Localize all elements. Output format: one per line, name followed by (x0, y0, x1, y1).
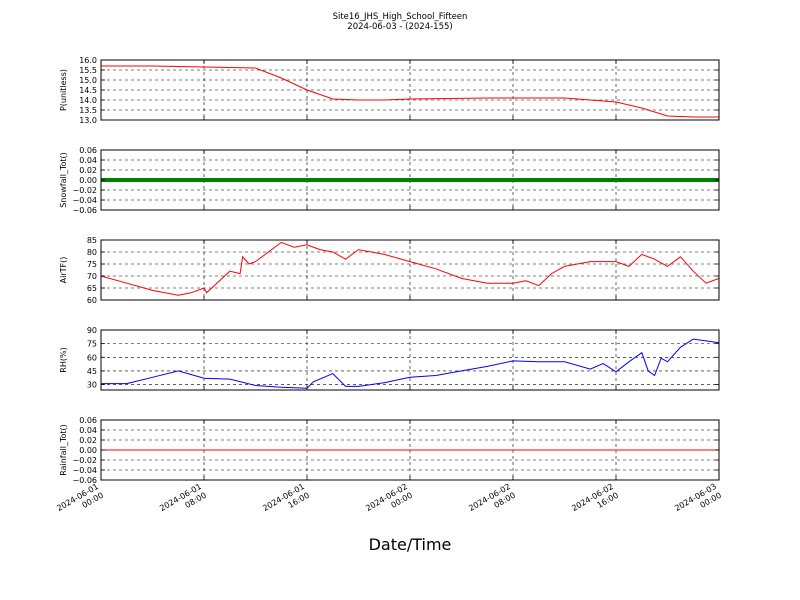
y-tick-label: 70 (87, 272, 97, 281)
y-axis-label: Rainfall_Tot() (59, 424, 68, 476)
y-tick-label: 16.0 (79, 56, 97, 65)
x-tick-label: 2024-06-0108:00 (158, 482, 208, 522)
y-tick-label: 75 (87, 340, 97, 349)
y-tick-label: 75 (87, 260, 97, 269)
x-tick-label: 2024-06-0200:00 (364, 482, 414, 522)
y-tick-label: 15.5 (79, 66, 97, 75)
y-tick-label: 0.04 (79, 426, 97, 435)
series-line (101, 65, 719, 118)
y-axis-label: AirTF() (59, 257, 68, 284)
panels: 13.013.514.014.515.015.516.0 P(unitless) −… (59, 56, 720, 485)
panel-2: −0.06−0.04−0.020.000.020.040.06 Snowfall_… (59, 146, 720, 215)
y-tick-label: 85 (87, 236, 97, 245)
y-tick-label: −0.02 (72, 186, 97, 195)
y-axis-label: Snowfall_Tot() (59, 152, 68, 208)
x-tick-label: 2024-06-0216:00 (570, 482, 620, 522)
series-line (101, 338, 720, 389)
panel-3: 60 65 70 75 80 85 AirTF() (59, 236, 720, 305)
y-tick-label: 0.02 (79, 436, 97, 445)
y-axis-label: P(unitless) (59, 69, 68, 111)
y-tick-label: 90 (87, 326, 97, 335)
figure-subtitle: 2024-06-03 - (2024-155) (347, 22, 452, 32)
y-tick-label: 13.0 (79, 116, 97, 125)
panel-5: −0.06−0.04−0.020.000.020.040.06 Rainfall_… (59, 416, 720, 485)
y-tick-label: 60 (87, 353, 97, 362)
y-axis-label: RH(%) (59, 347, 68, 372)
figure-title: Site16_JHS_High_School_Fifteen (333, 12, 468, 22)
y-tick-label: −0.02 (72, 456, 97, 465)
x-tick-labels: 2024-06-0100:00 2024-06-0108:00 2024-06-01… (55, 482, 723, 522)
y-tick-label: −0.04 (72, 466, 97, 475)
y-tick-label: 60 (87, 296, 97, 305)
y-tick-label: 13.5 (79, 106, 97, 115)
y-tick-label: −0.04 (72, 196, 97, 205)
x-axis-label: Date/Time (369, 535, 452, 554)
y-tick-label: 0.04 (79, 156, 97, 165)
x-tick-label: 2024-06-0208:00 (467, 482, 517, 522)
x-tick-label: 2024-06-0100:00 (55, 482, 105, 522)
y-tick-label: −0.06 (72, 476, 97, 485)
series-line (100, 241, 720, 296)
y-tick-label: 0.00 (79, 176, 97, 185)
y-tick-label: 0.00 (79, 446, 97, 455)
panel-4: 30 45 60 75 90 RH(%) (59, 326, 720, 391)
y-tick-label: 80 (87, 248, 97, 257)
y-tick-label: 15.0 (79, 76, 97, 85)
y-tick-label: 0.06 (79, 416, 97, 425)
y-tick-label: 14.0 (79, 96, 97, 105)
y-tick-label: 0.06 (79, 146, 97, 155)
x-tick-label: 2024-06-0116:00 (261, 482, 311, 522)
x-tick-label: 2024-06-0300:00 (673, 482, 723, 522)
panel-1: 13.013.514.014.515.015.516.0 P(unitless) (59, 56, 720, 125)
y-tick-label: 45 (87, 367, 97, 376)
y-tick-label: 0.02 (79, 166, 97, 175)
y-tick-label: 14.5 (79, 86, 97, 95)
y-tick-label: −0.06 (72, 206, 97, 215)
y-tick-label: 65 (87, 284, 97, 293)
y-tick-label: 30 (87, 381, 97, 390)
